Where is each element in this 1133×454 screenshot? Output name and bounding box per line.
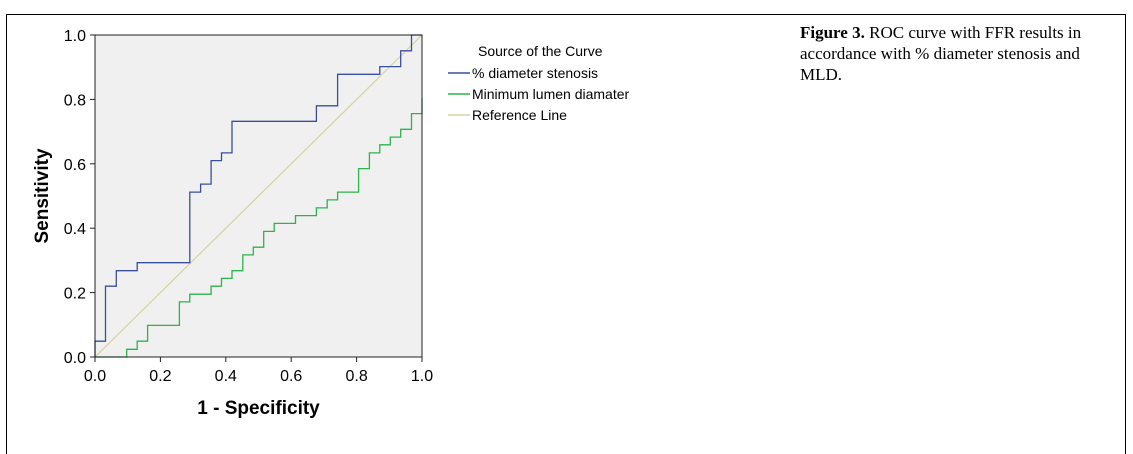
y-tick-label: 1.0 <box>64 28 86 45</box>
x-axis-label: 1 - Specificity <box>197 398 320 419</box>
caption-text: ROC curve with FFR results in accordance… <box>800 23 1082 84</box>
series-line-diameter-stenosis <box>94 34 422 357</box>
legend-entry-reference-line: Reference Line <box>472 107 567 123</box>
x-tick-label: 0.0 <box>84 368 106 385</box>
y-tick-label: 0.8 <box>64 92 86 109</box>
y-axis-label: Sensitivity <box>32 148 53 243</box>
y-tick-label: 0.6 <box>64 157 86 174</box>
figure-frame <box>6 14 1126 454</box>
series-line-reference-line <box>94 34 423 358</box>
y-tick-label: 0.4 <box>64 221 86 238</box>
roc-chart: 0.0 0.2 0.4 0.6 0.8 1.0 0.0 0.2 0.4 0.6 0.8 1.0 1 … <box>32 28 629 419</box>
y-tick-label: 0.2 <box>64 286 86 303</box>
legend-entry-diameter-stenosis: % diameter stenosis <box>472 65 598 81</box>
x-tick-label: 1.0 <box>411 368 433 385</box>
caption-label: Figure 3. <box>800 23 865 42</box>
figure-caption: Figure 3. ROC curve with FFR results in … <box>800 22 1100 85</box>
y-tick-label: 0.0 <box>64 350 86 367</box>
legend: Source of the Curve % diameter stenosis M… <box>448 43 629 123</box>
plot-border <box>94 34 423 358</box>
x-tick-label: 0.6 <box>280 368 302 385</box>
legend-entry-minimum-lumen-diamater: Minimum lumen diamater <box>472 86 629 102</box>
x-tick-label: 0.4 <box>215 368 237 385</box>
series-line-minimum-lumen-diamater <box>95 97 423 358</box>
x-tick-label: 0.2 <box>149 368 171 385</box>
legend-title: Source of the Curve <box>478 43 603 59</box>
x-tick-label: 0.8 <box>345 368 367 385</box>
